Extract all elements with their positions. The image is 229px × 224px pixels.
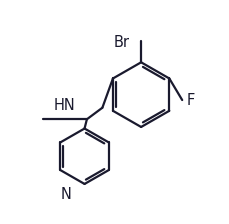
Text: Br: Br <box>113 34 129 50</box>
Text: F: F <box>186 93 194 108</box>
Text: N: N <box>60 187 71 202</box>
Text: HN: HN <box>53 98 75 113</box>
